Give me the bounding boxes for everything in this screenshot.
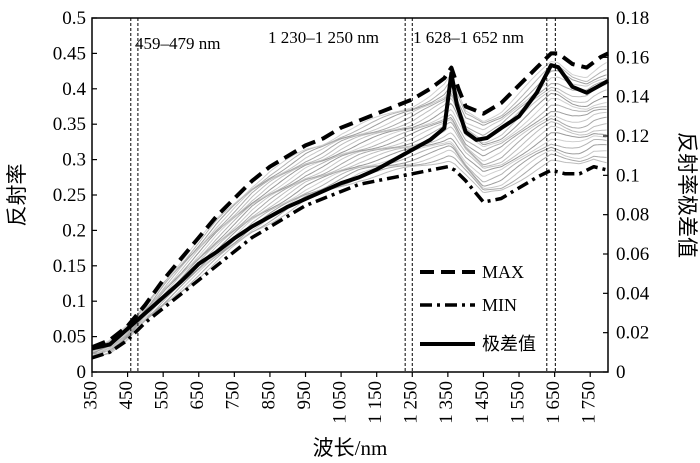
- legend-label: MAX: [482, 262, 524, 282]
- band-lines: [130, 18, 556, 372]
- series-line-dashed: [91, 51, 609, 350]
- y-left-tick-label: 0: [77, 362, 87, 383]
- y-right-axis-ticks: 0 0.02 0.04 0.06 0.08 0.1 0.12 0.14 0.16 0.18: [603, 8, 650, 383]
- y-left-tick-label: 0.4: [62, 79, 86, 100]
- y-left-tick-label: 0.3: [62, 150, 86, 171]
- band-annotation: 1 628–1 652 nm: [413, 28, 524, 47]
- sample-spectrum-line: [91, 83, 607, 350]
- y-right-tick-label: 0.08: [616, 205, 649, 226]
- y-left-tick-label: 0.35: [53, 114, 86, 135]
- y-right-tick-label: 0.1: [616, 165, 640, 186]
- y-right-tick-label: 0.06: [616, 244, 649, 265]
- x-tick-label: 1 150: [365, 381, 386, 424]
- x-tick-label: 350: [80, 381, 101, 410]
- sample-spectrum-line: [91, 125, 607, 356]
- band-annotation: 1 230–1 250 nm: [268, 28, 379, 47]
- sample-spectrum-line: [91, 60, 607, 351]
- y-left-tick-label: 0.5: [62, 8, 86, 29]
- x-tick-label: 450: [116, 381, 137, 410]
- x-tick-label: 1 750: [579, 381, 600, 424]
- y-right-tick-label: 0: [616, 362, 626, 383]
- sample-spectrum-line: [91, 139, 607, 355]
- sample-spectrum-line: [91, 64, 607, 351]
- x-tick-label: 1 450: [472, 381, 493, 424]
- x-axis-title: 波长/nm: [313, 436, 388, 460]
- y-left-tick-label: 0.05: [53, 327, 86, 348]
- legend-label: MIN: [482, 295, 517, 315]
- series-lines: [91, 51, 609, 360]
- legend: MAX MIN 极差值: [420, 262, 536, 354]
- series-line-solid: [91, 63, 609, 351]
- y-right-tick-label: 0.18: [616, 8, 649, 29]
- y-right-axis-title: 反射率极差值: [675, 132, 699, 258]
- y-left-tick-label: 0.2: [62, 220, 86, 241]
- sample-spectrum-line: [91, 132, 607, 355]
- y-left-axis-title: 反射率: [5, 164, 29, 227]
- y-left-axis-ticks: 0 0.05 0.1 0.15 0.2 0.25 0.3 0.35 0.4 0.45 0.5: [53, 8, 97, 383]
- y-left-tick-label: 0.25: [53, 185, 86, 206]
- x-tick-label: 1 350: [436, 381, 457, 424]
- x-axis-ticks: 350 450 550 650 750 850 950 1 050 1 150 1 250 1 35…: [80, 372, 600, 424]
- y-right-tick-label: 0.04: [616, 283, 650, 304]
- y-left-tick-label: 0.1: [62, 291, 86, 312]
- x-tick-label: 1 050: [329, 381, 350, 424]
- sample-spectrum-line: [91, 92, 607, 354]
- band-annotations: 459–479 nm 1 230–1 250 nm 1 628–1 652 nm: [135, 28, 524, 53]
- y-right-tick-label: 0.14: [616, 87, 650, 108]
- x-tick-label: 750: [223, 381, 244, 410]
- x-tick-label: 1 650: [543, 381, 564, 424]
- y-right-tick-label: 0.12: [616, 126, 649, 147]
- sample-spectrum-line: [91, 80, 607, 349]
- x-tick-label: 950: [294, 381, 315, 410]
- y-left-tick-label: 0.15: [53, 256, 86, 277]
- sample-spectrum-line: [91, 104, 607, 352]
- y-left-tick-label: 0.45: [53, 43, 86, 64]
- sample-spectrum-line: [91, 108, 607, 351]
- y-right-tick-label: 0.02: [616, 323, 649, 344]
- sample-spectrum-line: [91, 144, 607, 357]
- x-tick-label: 550: [152, 381, 173, 410]
- sample-spectra-band: [91, 60, 607, 359]
- series-line-dashdot: [91, 164, 609, 360]
- sample-spectrum-line: [91, 121, 607, 357]
- sample-spectrum-line: [91, 76, 607, 349]
- sample-spectrum-line: [91, 111, 607, 352]
- x-tick-label: 1 250: [401, 381, 422, 424]
- x-tick-label: 1 550: [507, 381, 528, 424]
- band-annotation: 459–479 nm: [135, 34, 220, 53]
- x-tick-label: 850: [258, 381, 279, 410]
- legend-label: 极差值: [482, 334, 536, 354]
- y-right-tick-label: 0.16: [616, 47, 649, 68]
- x-tick-label: 650: [187, 381, 208, 410]
